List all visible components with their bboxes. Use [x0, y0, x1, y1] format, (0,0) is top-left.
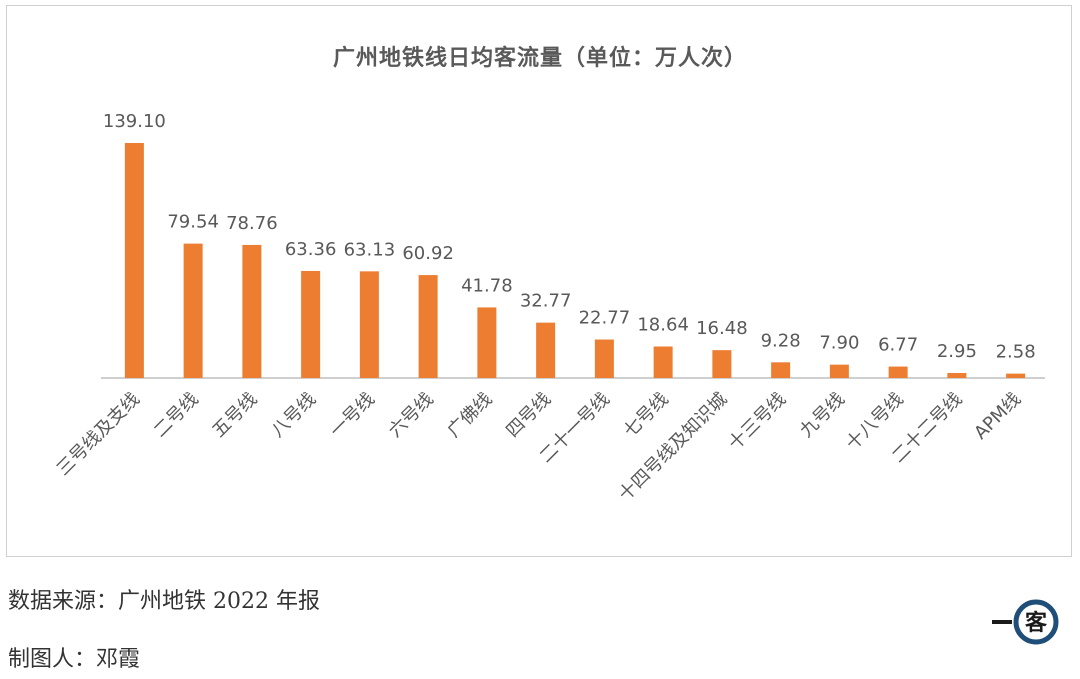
bar-14 — [947, 373, 967, 378]
data-label-10: 16.48 — [696, 318, 748, 339]
category-label-0: 三号线及支线 — [53, 389, 144, 480]
data-source-text: 数据来源：广州地铁 2022 年报 — [8, 589, 320, 614]
category-label-1: 二号线 — [150, 389, 203, 442]
data-label-9: 18.64 — [637, 315, 689, 336]
data-label-2: 78.76 — [226, 213, 278, 234]
data-label-12: 7.90 — [819, 333, 859, 354]
category-label-6: 广佛线 — [443, 389, 496, 442]
category-label-3: 八号线 — [267, 389, 320, 442]
bar-1 — [183, 243, 203, 378]
bar-chart: 139.10 三号线及支线 79.54 二号线 78.76 五号线 63.36 八号线 63.1… — [53, 111, 1045, 506]
category-label-9: 七号线 — [620, 389, 673, 442]
data-label-11: 9.28 — [761, 330, 801, 351]
bar-10 — [712, 350, 732, 378]
brand-logo: 客 — [992, 599, 1059, 645]
data-label-4: 63.13 — [344, 239, 396, 260]
bar-9 — [653, 346, 673, 378]
data-label-7: 32.77 — [520, 291, 572, 312]
bar-4 — [359, 271, 379, 378]
data-label-3: 63.36 — [285, 239, 337, 260]
category-label-2: 五号线 — [208, 389, 261, 442]
author-credit: 制图人：邓霞 — [8, 647, 141, 672]
data-label-8: 22.77 — [579, 308, 631, 329]
data-label-13: 6.77 — [878, 335, 918, 356]
data-label-0: 139.10 — [103, 111, 166, 132]
chart-title: 广州地铁线日均客流量（单位：万人次） — [332, 46, 747, 71]
bar-3 — [301, 270, 321, 378]
bar-7 — [536, 322, 556, 378]
category-label-7: 四号线 — [502, 389, 555, 442]
logo-character: 客 — [1025, 610, 1048, 636]
bar-13 — [888, 366, 908, 378]
bar-11 — [771, 362, 791, 378]
category-label-10: 十四号线及知识城 — [615, 389, 732, 506]
bar-5 — [418, 275, 438, 378]
category-label-11: 十三号线 — [724, 389, 790, 455]
bar-15 — [1006, 373, 1026, 378]
data-label-15: 2.58 — [996, 342, 1036, 363]
bar-8 — [594, 339, 614, 378]
category-label-5: 六号线 — [385, 389, 438, 442]
bar-2 — [242, 244, 262, 378]
logo-dash — [992, 620, 1012, 624]
category-label-15: APM线 — [970, 389, 1025, 444]
data-label-6: 41.78 — [461, 275, 513, 296]
data-label-14: 2.95 — [937, 341, 977, 362]
bar-0 — [124, 143, 144, 378]
bar-12 — [829, 364, 849, 378]
category-label-4: 一号线 — [326, 389, 379, 442]
logo-ring — [1013, 599, 1059, 645]
category-label-12: 九号线 — [796, 389, 849, 442]
bar-6 — [477, 307, 497, 378]
data-label-1: 79.54 — [167, 212, 219, 233]
chart-frame: 广州地铁线日均客流量（单位：万人次） 139.10 三号线及支线 79.54 二号线 7… — [6, 5, 1072, 557]
data-label-5: 60.92 — [402, 243, 454, 264]
